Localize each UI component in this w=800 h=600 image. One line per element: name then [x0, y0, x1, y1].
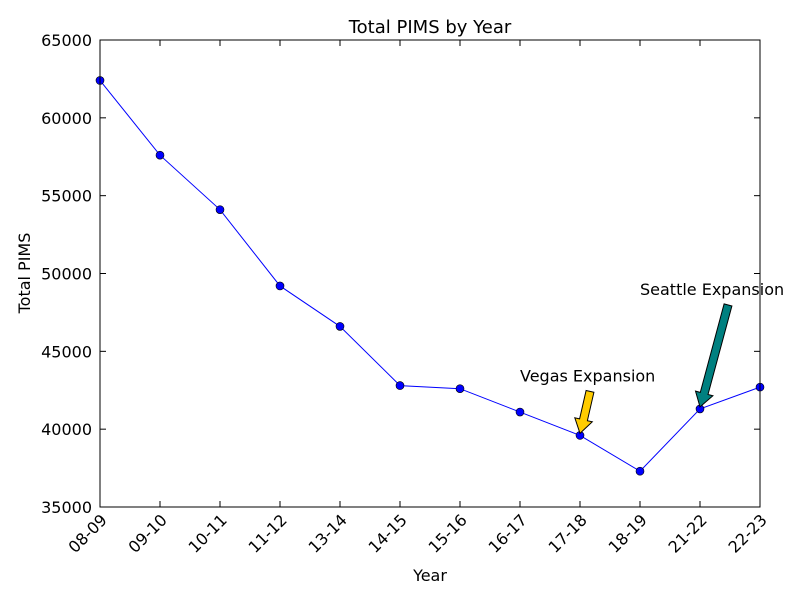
y-tick-label: 65000 — [41, 31, 92, 50]
data-point — [155, 150, 165, 160]
data-point — [275, 281, 285, 291]
data-point — [215, 205, 225, 214]
annotation-label: Vegas Expansion — [520, 366, 655, 385]
x-tick-label: 13-14 — [305, 510, 351, 556]
x-tick-label: 17-18 — [545, 510, 591, 556]
plot-area — [95, 76, 765, 476]
plot-frame — [99, 39, 761, 508]
data-point — [395, 381, 405, 390]
x-tick-label: 14-15 — [365, 510, 411, 556]
annotation-arrow — [574, 389, 595, 435]
y-tick-label: 60000 — [41, 109, 92, 128]
x-tick-label: 18-19 — [605, 510, 651, 556]
x-tick-label: 09-10 — [125, 510, 171, 556]
x-axis-label: Year — [412, 566, 447, 585]
y-axis: 35000 40000 45000 50000 55000 60000 65000 — [41, 31, 760, 517]
y-tick-label: 55000 — [41, 187, 92, 206]
x-tick-label: 11-12 — [245, 510, 291, 556]
x-tick-label: 10-11 — [185, 510, 231, 556]
chart-title: Total PIMS by Year — [348, 17, 512, 38]
data-point — [515, 407, 525, 417]
y-axis-label: Total PIMS — [15, 233, 34, 315]
data-point — [335, 322, 345, 331]
x-tick-label: 08-09 — [65, 510, 111, 556]
data-point — [455, 384, 465, 393]
y-tick-label: 35000 — [41, 498, 92, 517]
y-tick-label: 50000 — [41, 265, 92, 284]
annotation-label: Seattle Expansion — [640, 280, 784, 299]
x-tick-label: 15-16 — [425, 510, 471, 556]
data-point — [635, 466, 645, 476]
y-tick-label: 45000 — [41, 342, 92, 361]
y-tick-label: 40000 — [41, 420, 92, 439]
annotation-arrow — [694, 303, 733, 408]
series-line — [99, 80, 761, 472]
x-tick-label: 16-17 — [485, 510, 531, 556]
annotations: Vegas Expansion Seattle Expansion — [520, 280, 784, 435]
x-tick-label: 21-22 — [665, 510, 711, 556]
x-tick-label: 22-23 — [725, 510, 771, 556]
